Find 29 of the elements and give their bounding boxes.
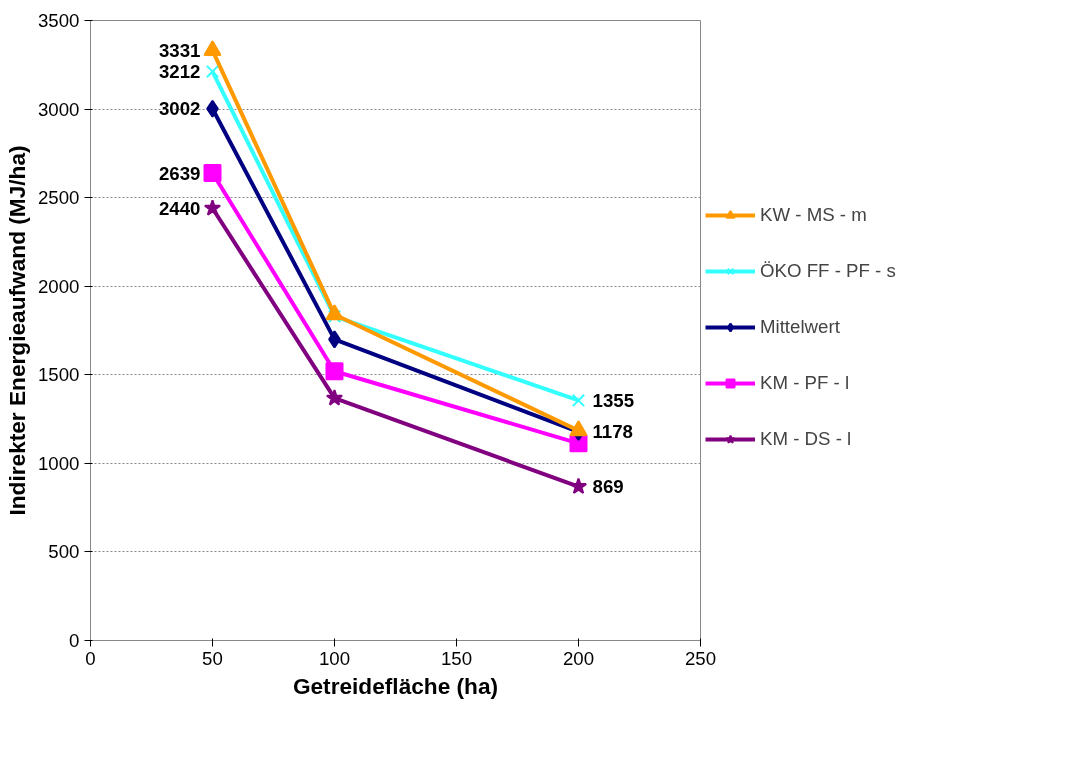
data-label: 3212	[159, 61, 201, 83]
legend-label: KW - MS - m	[760, 204, 867, 226]
x-tick-label: 150	[440, 647, 473, 669]
x-tick-label: 250	[684, 647, 717, 669]
y-tick-label: 2500	[38, 187, 80, 209]
y-tick-label: 2000	[38, 275, 80, 297]
x-tick-label: 0	[85, 647, 96, 669]
y-tick-label: 500	[48, 541, 80, 563]
x-tick-label: 50	[202, 647, 223, 669]
data-label: 869	[592, 476, 624, 498]
data-label: 2639	[159, 162, 201, 184]
y-tick-label: 0	[69, 630, 80, 651]
x-axis-title: Getreidefläche (ha)	[292, 672, 499, 699]
legend-label: ÖKO FF - PF - s	[760, 260, 896, 282]
x-tick-label: 200	[562, 647, 595, 669]
data-label: 1178	[592, 421, 633, 443]
data-label: 3331	[159, 39, 201, 61]
legend-label: KM - PF - l	[760, 372, 850, 394]
legend-label: KM - DS - l	[760, 428, 852, 450]
x-tick-label: 100	[318, 647, 351, 669]
y-axis-title: Indirekter Energieaufwand (MJ/ha)	[4, 145, 30, 516]
data-label: 1355	[592, 389, 635, 411]
y-tick-label: 1500	[38, 364, 80, 386]
data-label: 2440	[159, 197, 201, 219]
y-tick-label: 3500	[38, 10, 80, 31]
y-tick-label: 1000	[38, 452, 80, 474]
y-tick-label: 3000	[38, 98, 80, 120]
legend-label: Mittelwert	[760, 316, 840, 338]
data-label: 3002	[159, 98, 201, 120]
